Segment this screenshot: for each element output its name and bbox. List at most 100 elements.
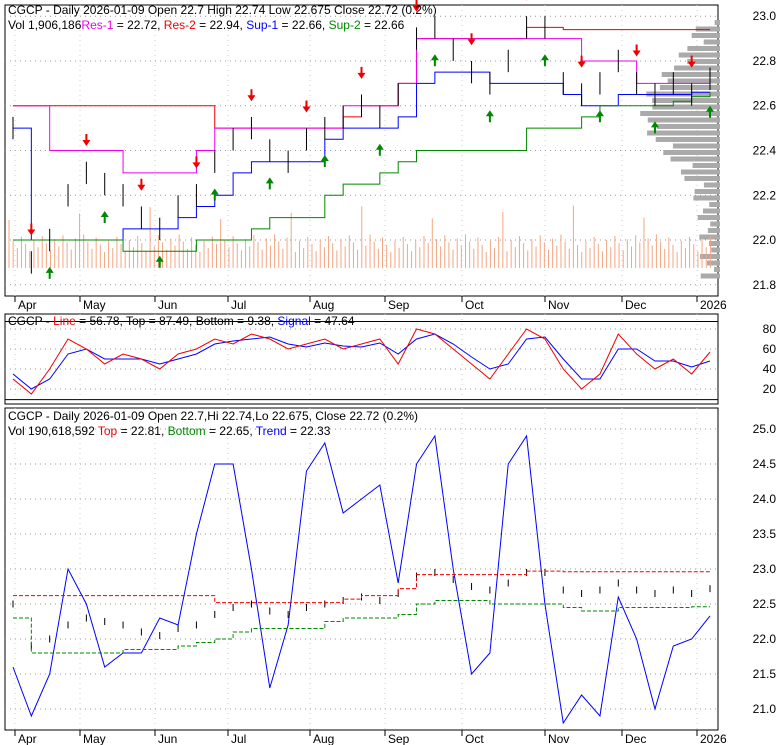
sell-arrow-icon [632, 44, 641, 57]
buy-arrow-icon [375, 143, 384, 156]
sell-arrow-icon [302, 100, 311, 113]
price-xtick: Jun [158, 298, 177, 312]
price-legend-part: Sup-1 [246, 18, 278, 32]
trend-xtick: Oct [465, 732, 484, 745]
price-title-part: CGCP - Daily 2026-01-09 Open 22.7 High 2… [8, 3, 437, 17]
price-panel-ytick: 21.8 [753, 278, 777, 292]
trend-xtick: Nov [548, 732, 569, 745]
volume-profile-bar [663, 150, 720, 155]
price-xtick: Oct [465, 298, 484, 312]
sell-arrow-icon [137, 178, 146, 191]
price-legend-part: = 22.66 [361, 18, 405, 32]
sup2-line [13, 92, 711, 252]
sell-arrow-icon [526, 0, 527, 1]
trend-panel-ytick: 25.0 [753, 422, 777, 436]
trend-legend-part: Trend [256, 424, 287, 438]
sell-arrow-icon [412, 0, 421, 12]
price-xtick: May [83, 298, 106, 312]
price-xtick: Jul [231, 298, 246, 312]
oscillator-legend-part: Bottom = 9.38, [196, 314, 278, 328]
trend-xtick: Sep [388, 732, 410, 745]
trend-title-part: CGCP - Daily 2026-01-09 Open 22.7,Hi 22.… [8, 409, 418, 423]
volume-profile-bar [670, 156, 720, 162]
volume-profile-bar [692, 163, 720, 168]
trend-legend-part: = 22.33 [287, 424, 331, 438]
price-panel-ytick: 22.4 [753, 144, 777, 158]
oscillator-legend: CGCP - Line = 56.78, Top = 87.49, Bottom… [8, 314, 355, 328]
trend-legend: Vol 190,618,592 Top = 22.81, Bottom = 22… [8, 424, 331, 438]
price-panel-ytick: 22.8 [753, 54, 777, 68]
price-xtick: Nov [548, 298, 569, 312]
trend-panel-ytick: 22.0 [753, 632, 777, 646]
bottom-level [13, 600, 710, 654]
trend-xtick: 2026 [700, 732, 727, 745]
trend-legend-part: Top [98, 424, 118, 438]
volume-profile-bar [674, 65, 720, 71]
price-legend-part: = 22.72, [113, 18, 163, 32]
volume-profile-bar [714, 20, 720, 25]
trend-line [12, 434, 711, 725]
volume-profile-bar [672, 143, 720, 149]
trend-legend-part: Vol 190,618,592 [8, 424, 98, 438]
price-xtick: 2026 [700, 298, 727, 312]
buy-arrow-icon [210, 188, 219, 201]
buy-arrow-icon [155, 255, 164, 268]
volume-profile-bar [647, 130, 720, 136]
volume-profile-bar [655, 137, 720, 142]
buy-arrow-icon [706, 105, 714, 118]
buy-arrow-icon [45, 266, 54, 279]
price-legend-part: = 22.66, [278, 18, 328, 32]
trend-panel-ytick: 21.5 [753, 667, 777, 681]
oscillator-panel-ytick: 40 [763, 362, 777, 376]
price-legend-part: Res-1 [81, 18, 113, 32]
price-xtick: Aug [313, 298, 334, 312]
sell-arrow-icon [687, 55, 696, 68]
trend-legend-part: Bottom [168, 424, 206, 438]
volume-profile-bar [646, 91, 720, 97]
volume-profile-bar [684, 176, 720, 181]
volume-profile-bar [703, 182, 720, 188]
price-legend-part: Vol 1,906,186 [8, 18, 82, 32]
oscillator-legend-part: Signal [277, 314, 310, 328]
oscillator-legend-part: = 47.64 [311, 314, 355, 328]
volume-profile-bar [659, 85, 720, 90]
trend-xtick: Jul [231, 732, 246, 745]
oscillator-panel-ytick: 60 [763, 342, 777, 356]
volume-profile-bar [652, 98, 720, 103]
oscillator-legend-part: CGCP - [8, 314, 53, 328]
price-legend-part: = 22.94, [196, 18, 246, 32]
oscillator-panel-ytick: 20 [763, 382, 777, 396]
top-level [13, 570, 710, 604]
oscillator-legend-part: = 56.78, [76, 314, 126, 328]
price-legend-part: Sup-2 [329, 18, 361, 32]
volume-profile-bar [652, 104, 720, 110]
sell-arrow-icon [192, 156, 201, 169]
volume-profile-bar [699, 234, 720, 240]
volume-profile-bar [694, 189, 720, 194]
buy-arrow-icon [595, 110, 604, 123]
buy-arrow-icon [100, 210, 109, 223]
trend-legend-part: = 22.65, [206, 424, 256, 438]
trend-legend-part: = 22.81, [117, 424, 167, 438]
volume-profile-bar [708, 241, 720, 246]
trend-title: CGCP - Daily 2026-01-09 Open 22.7,Hi 22.… [8, 409, 418, 423]
sell-arrow-icon [82, 134, 91, 147]
volume-profile-bar [667, 78, 720, 84]
trend-panel-ytick: 24.0 [753, 492, 777, 506]
volume-profile-bar [702, 208, 720, 214]
price-title: CGCP - Daily 2026-01-09 Open 22.7 High 2… [8, 3, 437, 17]
price-xtick: Dec [625, 298, 646, 312]
trend-panel-ytick: 23.0 [753, 562, 777, 576]
trend-panel-ytick: 21.0 [753, 702, 777, 716]
price-legend: Vol 1,906,186Res-1 = 22.72, Res-2 = 22.9… [8, 18, 405, 32]
trend-xtick: May [83, 732, 106, 745]
volume-profile-bar [711, 247, 720, 253]
buy-arrow-icon [320, 154, 329, 167]
trend-panel-ytick: 23.5 [753, 527, 777, 541]
sell-arrow-icon [577, 55, 586, 68]
price-panel-ytick: 22.2 [753, 188, 777, 202]
volume-profile-bar [707, 260, 720, 266]
volume-profile-bar [693, 195, 720, 201]
